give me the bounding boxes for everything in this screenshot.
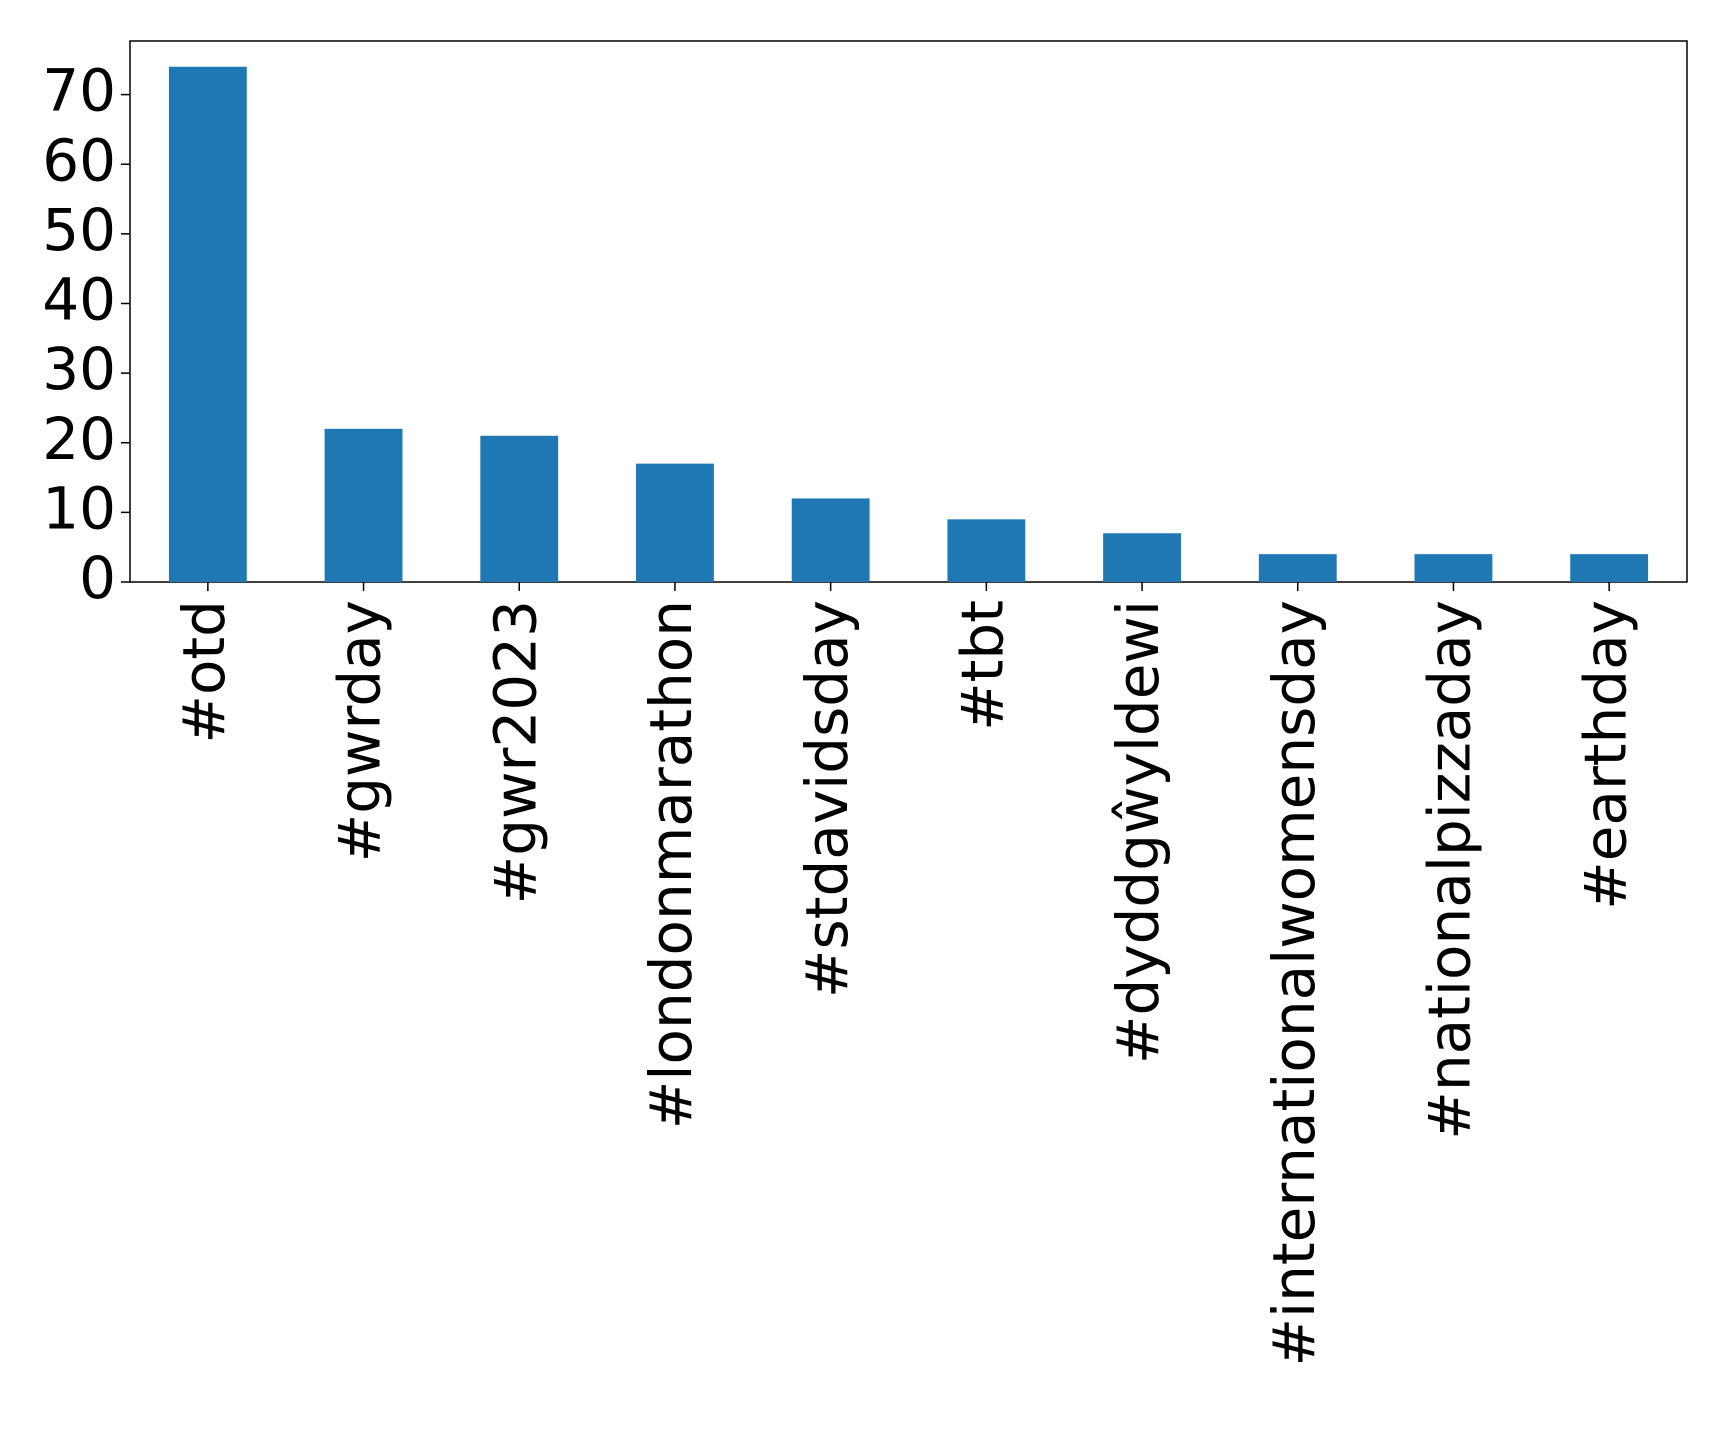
y-tick-label: 10 (42, 474, 116, 542)
x-tick-label: #internationalwomensday (1260, 600, 1328, 1367)
x-tick-label: #tbt (948, 600, 1016, 731)
y-tick-label: 50 (42, 196, 116, 264)
bar (168, 66, 247, 582)
bar (1258, 554, 1337, 582)
y-tick-label: 0 (79, 544, 116, 612)
bar (947, 519, 1026, 582)
x-tick-label: #nationalpizzaday (1416, 600, 1484, 1140)
y-tick-label: 30 (42, 335, 116, 403)
x-tick-label: #stdavidsday (793, 600, 861, 998)
x-tick-label: #earthday (1571, 600, 1639, 910)
y-tick-label: 40 (42, 266, 116, 334)
x-tick-label: #dyddgŵyldewi (1104, 600, 1172, 1064)
bar (791, 498, 870, 582)
bar (480, 435, 559, 582)
x-tick-label: #gwrday (326, 600, 394, 862)
bar (324, 428, 403, 582)
bar (1570, 554, 1649, 582)
x-tick-label: #londonmarathon (637, 600, 705, 1129)
y-tick-label: 20 (42, 405, 116, 473)
bar (636, 463, 714, 582)
plot-frame (129, 40, 1688, 583)
bar (1103, 533, 1181, 582)
x-tick-label: #otd (170, 600, 238, 744)
bar (1414, 554, 1493, 582)
y-tick-label: 60 (42, 126, 116, 194)
y-tick-label: 70 (42, 57, 116, 125)
x-tick-label: #gwr2023 (481, 600, 549, 904)
